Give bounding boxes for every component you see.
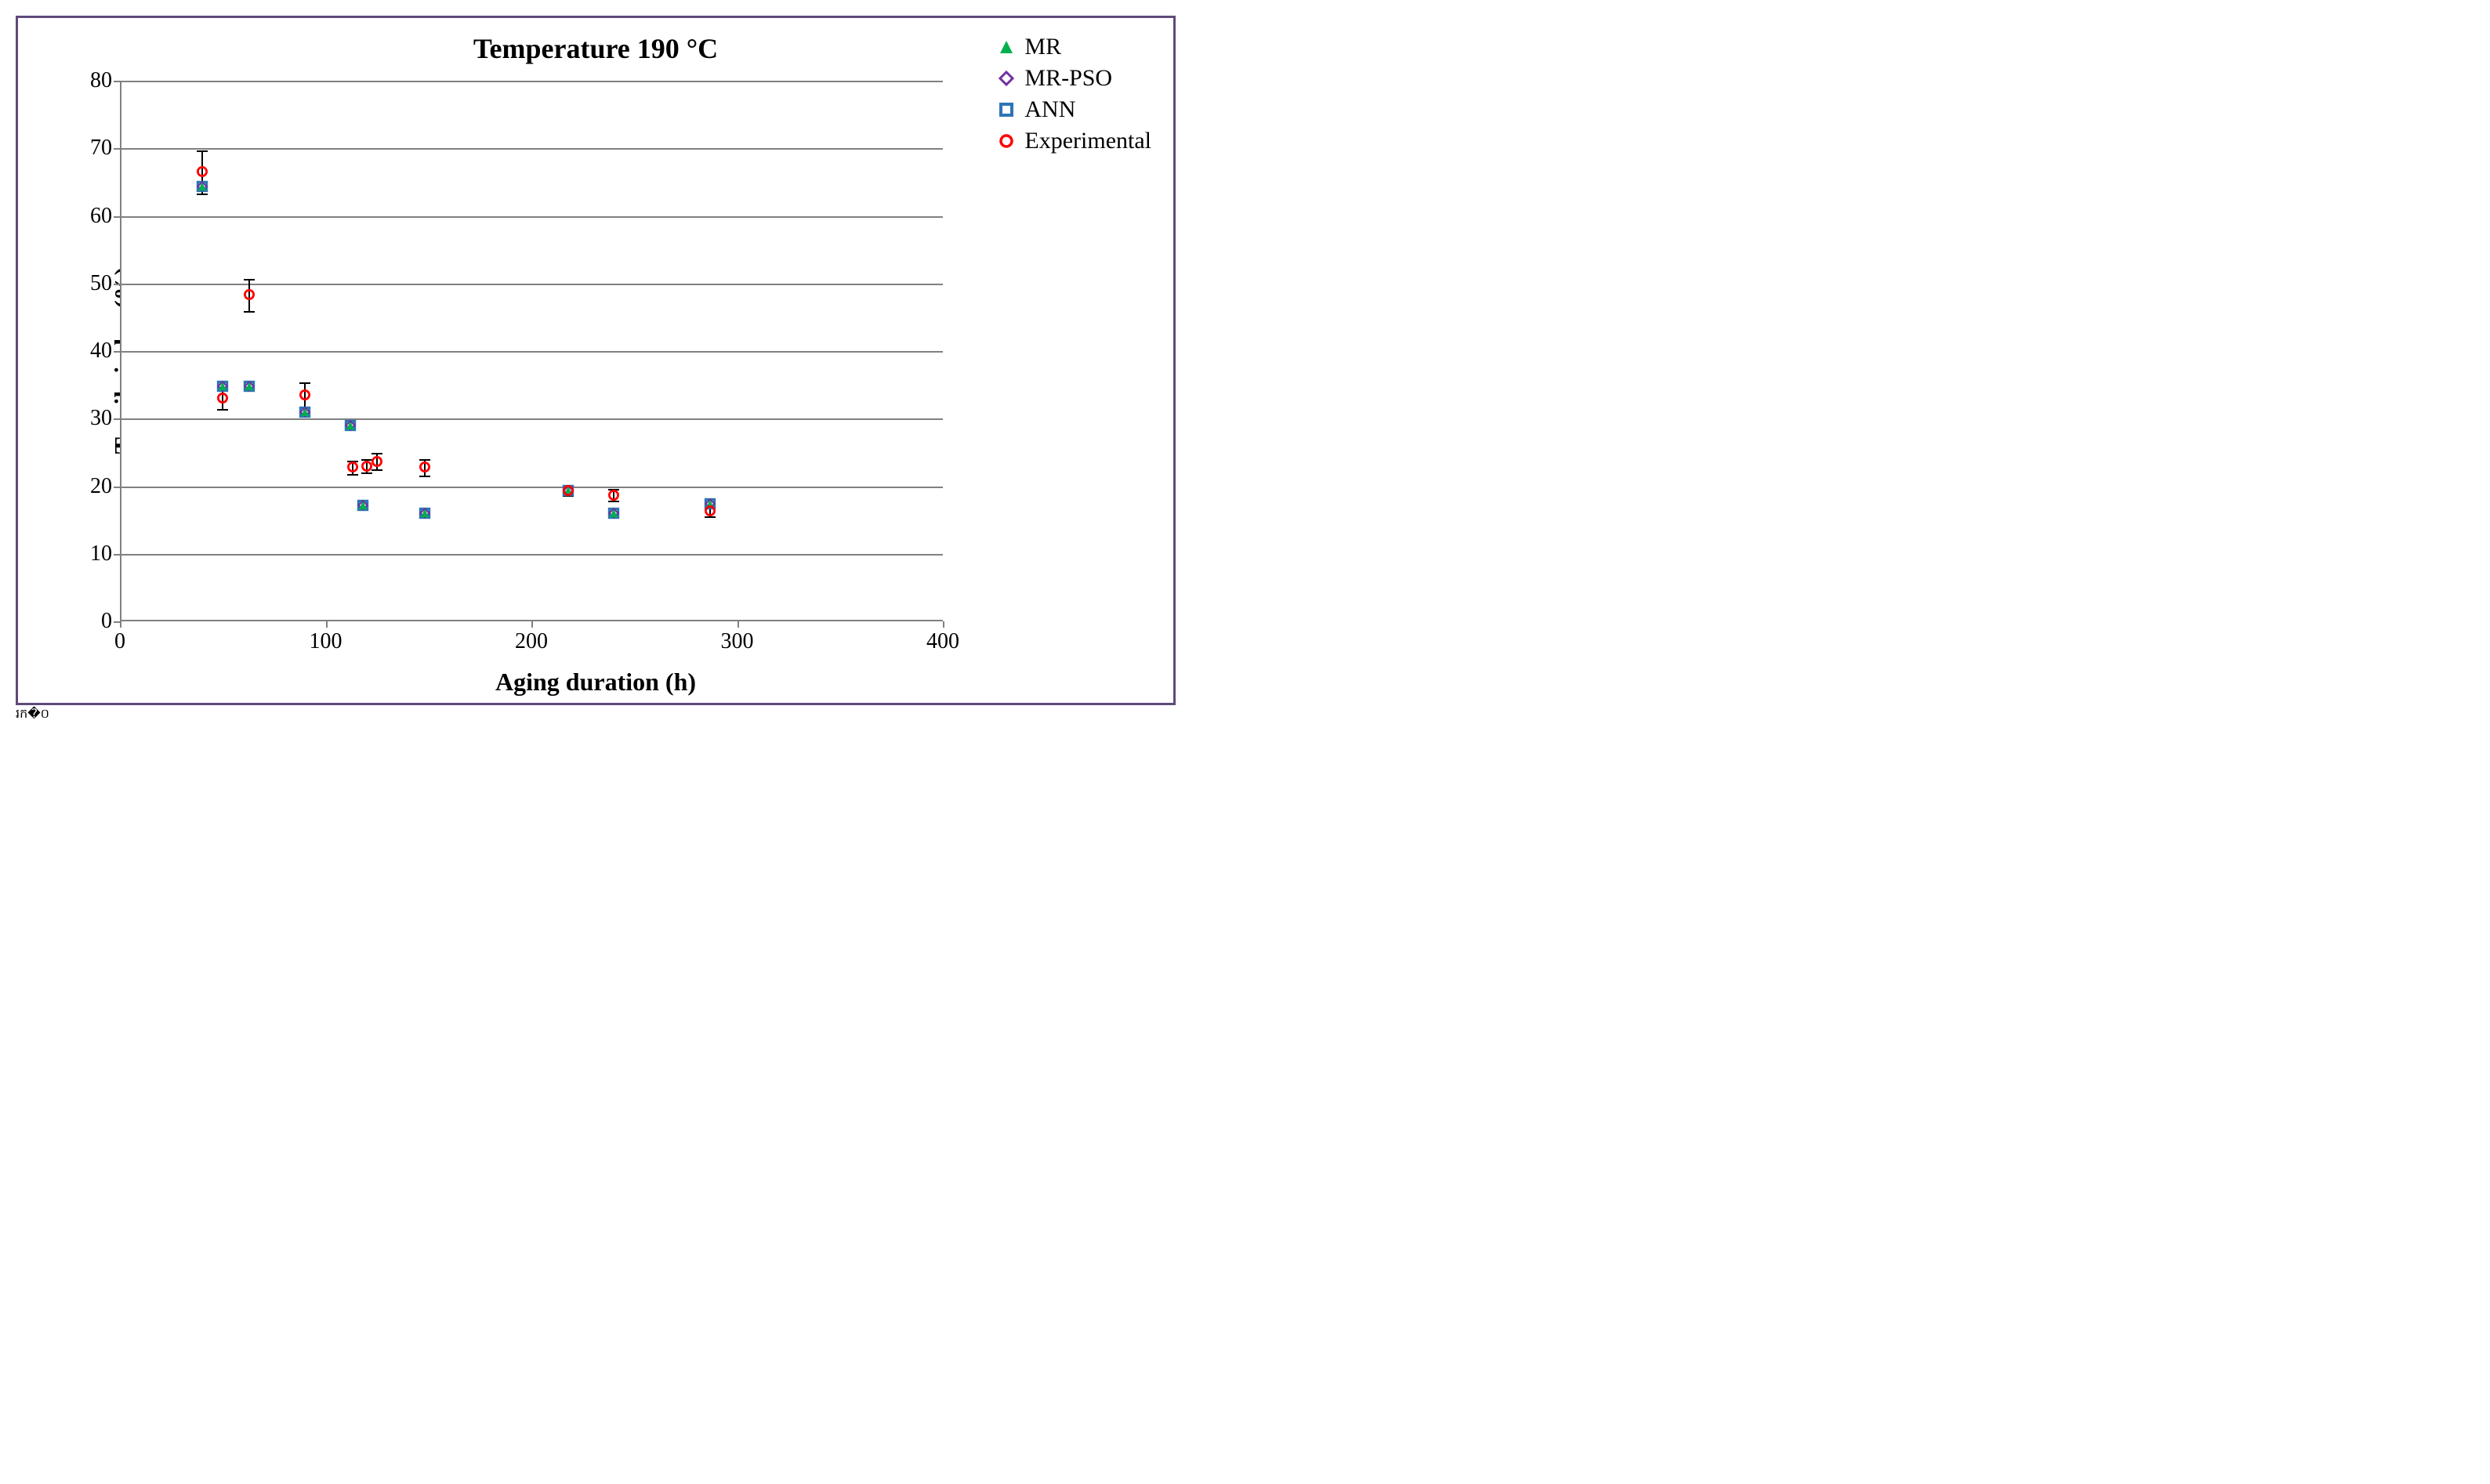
y-tick (114, 418, 120, 420)
experimental-marker-icon (996, 131, 1017, 151)
gridline-h (120, 216, 943, 218)
data-point-experimental (346, 461, 359, 473)
error-bar-cap (244, 311, 255, 313)
gridline-h (120, 487, 943, 488)
error-bar-cap (372, 469, 382, 471)
y-tick-label: 60 (77, 204, 112, 229)
data-point-mr (419, 509, 429, 519)
gridline-h (120, 284, 943, 285)
gridline-h (120, 418, 943, 420)
x-tick-label: 200 (515, 629, 548, 654)
data-point-experimental (607, 489, 620, 501)
legend-label: Experimental (1024, 128, 1151, 154)
x-tick-label: 100 (310, 629, 343, 654)
error-bar-cap (419, 476, 430, 477)
error-bar-cap (197, 194, 208, 195)
legend-item: Experimental (996, 128, 1151, 154)
data-point-experimental (299, 389, 311, 401)
x-tick-label: 400 (926, 629, 959, 654)
y-tick-label: 80 (77, 68, 112, 93)
gridline-h (120, 554, 943, 556)
data-point-mr (245, 381, 255, 391)
data-point-experimental (243, 288, 256, 301)
error-bar-cap (361, 472, 372, 474)
error-bar-cap (197, 150, 208, 152)
x-tick (738, 621, 739, 628)
y-tick-label: 40 (77, 338, 112, 364)
x-tick (120, 621, 121, 628)
data-point-mr (198, 182, 208, 192)
data-point-experimental (562, 484, 574, 497)
y-tick-label: 10 (77, 541, 112, 566)
y-tick (114, 148, 120, 150)
data-point-experimental (371, 455, 383, 468)
data-point-mr (218, 381, 228, 391)
gridline-h (120, 81, 943, 82)
mr-marker-icon (996, 37, 1017, 57)
x-tick-label: 0 (114, 629, 125, 654)
legend-label: MR-PSO (1024, 65, 1112, 92)
x-tick (326, 621, 328, 628)
x-tick (943, 621, 944, 628)
y-tick-label: 50 (77, 271, 112, 296)
error-bar-cap (608, 501, 619, 502)
legend-label: MR (1024, 34, 1061, 60)
data-point-mr (609, 509, 619, 519)
y-tick (114, 216, 120, 218)
gridline-h (120, 351, 943, 353)
y-tick (114, 351, 120, 353)
y-tick (114, 621, 120, 623)
y-tick (114, 487, 120, 488)
x-tick (531, 621, 533, 628)
y-tick (114, 81, 120, 82)
legend-item: ANN (996, 96, 1151, 123)
error-bar-cap (347, 474, 358, 476)
mr-pso-marker-icon (996, 68, 1017, 89)
legend-item: MR (996, 34, 1151, 60)
y-tick-label: 0 (77, 609, 112, 634)
chart-container: Temperature 190 °C Tensile index (%) 010… (16, 16, 1176, 705)
ann-marker-icon (996, 100, 1017, 120)
plot-area: 010203040506070800100200300400 (120, 81, 943, 621)
data-point-experimental (704, 505, 716, 517)
y-tick (114, 554, 120, 556)
data-point-experimental (196, 165, 208, 178)
error-bar-cap (299, 382, 310, 384)
data-point-mr (346, 420, 356, 430)
data-point-experimental (216, 392, 229, 404)
gridline-h (120, 148, 943, 150)
data-point-mr (300, 407, 310, 417)
data-point-experimental (419, 461, 431, 473)
error-bar-cap (217, 409, 228, 411)
x-axis-title: Aging duration (h) (18, 668, 1173, 697)
legend-item: MR-PSO (996, 65, 1151, 92)
legend-label: ANN (1024, 96, 1075, 123)
legend: MR MR-PSO ANN Experimental (996, 34, 1151, 159)
data-point-mr (357, 500, 368, 510)
x-tick-label: 300 (721, 629, 754, 654)
y-tick-label: 70 (77, 136, 112, 161)
error-bar-cap (244, 279, 255, 281)
y-tick-label: 30 (77, 406, 112, 431)
y-tick-label: 20 (77, 474, 112, 499)
y-tick (114, 284, 120, 285)
